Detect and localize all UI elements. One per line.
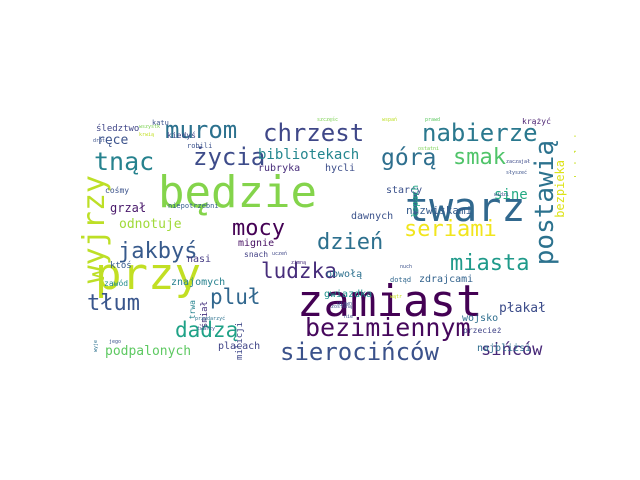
word-cloud-word: nuch — [400, 264, 413, 270]
word-cloud-word: kiedyś — [167, 131, 196, 140]
word-cloud-word: snach — [244, 250, 269, 259]
word-cloud-word: przecież — [463, 326, 502, 335]
word-cloud-word: wspań — [382, 117, 398, 123]
word-cloud-word: dadzą — [175, 318, 239, 342]
word-cloud-word: milicji — [235, 322, 245, 360]
word-cloud-word: dotąd — [390, 276, 412, 284]
word-cloud-word: twarz — [405, 185, 526, 231]
word-cloud-word: płakał — [499, 301, 546, 316]
word-cloud-word: placach — [218, 341, 261, 352]
word-cloud-word: gwiazdka — [324, 289, 373, 300]
word-cloud-word: hycli — [325, 163, 356, 174]
word-cloud-word: pluł — [210, 285, 261, 309]
word-cloud-word: podpalonych — [105, 344, 192, 359]
word-cloud-word: widzi — [494, 192, 510, 198]
word-cloud-word: rubryka — [258, 163, 301, 174]
word-cloud-word: znajomych — [171, 277, 226, 288]
word-cloud-word: ujawn — [337, 301, 353, 307]
word-cloud-word: sińców — [481, 340, 543, 360]
word-cloud-word: krążyć — [522, 117, 551, 126]
word-cloud-word: wątr — [390, 294, 403, 300]
word-cloud-word: przydarzyć — [195, 316, 226, 322]
word-cloud-word: bezpieka — [553, 160, 567, 218]
word-cloud-word: słyszeć — [506, 170, 528, 176]
word-cloud-word: nasi — [187, 254, 212, 265]
word-cloud-word: seriami — [404, 217, 497, 242]
word-cloud-word: zimną — [291, 260, 307, 266]
word-cloud-word: dzień — [317, 230, 384, 255]
word-cloud-word: tłum — [87, 291, 140, 316]
word-cloud-word: miasta — [450, 251, 530, 276]
word-cloud-word: mocy — [232, 216, 285, 241]
word-cloud-word: ktoś — [110, 261, 132, 271]
word-cloud-word: mignie — [238, 238, 275, 249]
word-cloud-word: krwią — [139, 132, 155, 138]
word-cloud-word: uczeń — [272, 251, 288, 257]
word-cloud-word: zdrajcami — [419, 274, 474, 285]
word-cloud-word: twarzy — [197, 326, 216, 332]
word-cloud-word: sierocińców — [280, 338, 439, 365]
word-cloud-word: wyje — [93, 340, 99, 353]
word-cloud-word: zawód — [104, 279, 129, 288]
word-cloud-word: śledztwo — [96, 124, 140, 134]
word-cloud-word: życia — [193, 143, 266, 171]
word-cloud-word: zamiast — [297, 276, 483, 327]
word-cloud-word: wojsko — [462, 313, 499, 324]
word-cloud: zamiast będzie twarz przy wyjrzy postawią bezi… — [80, 115, 576, 365]
word-cloud-word: nie — [344, 314, 354, 320]
word-cloud-word: śmiał — [200, 301, 210, 329]
word-cloud-word: robili — [187, 142, 213, 150]
word-cloud-word: będzie — [158, 167, 317, 218]
word-cloud-word: smak — [453, 145, 506, 170]
word-cloud-word: przy — [95, 249, 201, 300]
word-cloud-word: bibliotekach — [258, 147, 360, 163]
word-cloud-word: szczęśc — [317, 117, 339, 123]
word-cloud-word: drut — [93, 138, 106, 144]
word-cloud-word: jego — [109, 339, 122, 345]
word-cloud-word: cośmy — [105, 186, 130, 195]
word-cloud-word: zostaną — [331, 304, 353, 310]
word-cloud-word: sine — [494, 187, 528, 203]
word-cloud-word: murom — [165, 116, 238, 144]
word-cloud-word: prawd — [425, 117, 441, 123]
word-cloud-word: zaczajał — [506, 159, 531, 165]
word-cloud-word: grzał — [110, 201, 147, 215]
word-cloud-word: łapach — [411, 185, 421, 218]
word-cloud-word: przedszkolach — [574, 132, 576, 203]
word-cloud-word: ręce — [97, 133, 129, 148]
word-cloud-word: obwołą — [326, 269, 363, 280]
word-cloud-word: niepotrzebni — [168, 202, 219, 210]
word-cloud-word: nazwiskami — [406, 204, 473, 217]
word-cloud-word: starcy — [386, 185, 423, 196]
word-cloud-word: dawnych — [351, 211, 394, 222]
word-cloud-word: nabierze — [422, 119, 538, 147]
word-cloud-word: katu — [152, 119, 169, 127]
word-cloud-word: górą — [381, 145, 437, 171]
word-cloud-word: tnąc — [94, 147, 155, 176]
word-cloud-word: jakbyś — [118, 239, 198, 264]
word-cloud-word: najbliżsi — [477, 343, 532, 354]
word-cloud-word: bezimiennym — [305, 313, 471, 342]
word-cloud-word: odnotuje — [119, 217, 182, 232]
word-cloud-word: ludzka — [261, 259, 337, 283]
word-cloud-word: chrzest — [263, 119, 365, 147]
word-cloud-word: ostatni — [418, 146, 440, 152]
word-cloud-word: wszystk — [139, 124, 161, 130]
